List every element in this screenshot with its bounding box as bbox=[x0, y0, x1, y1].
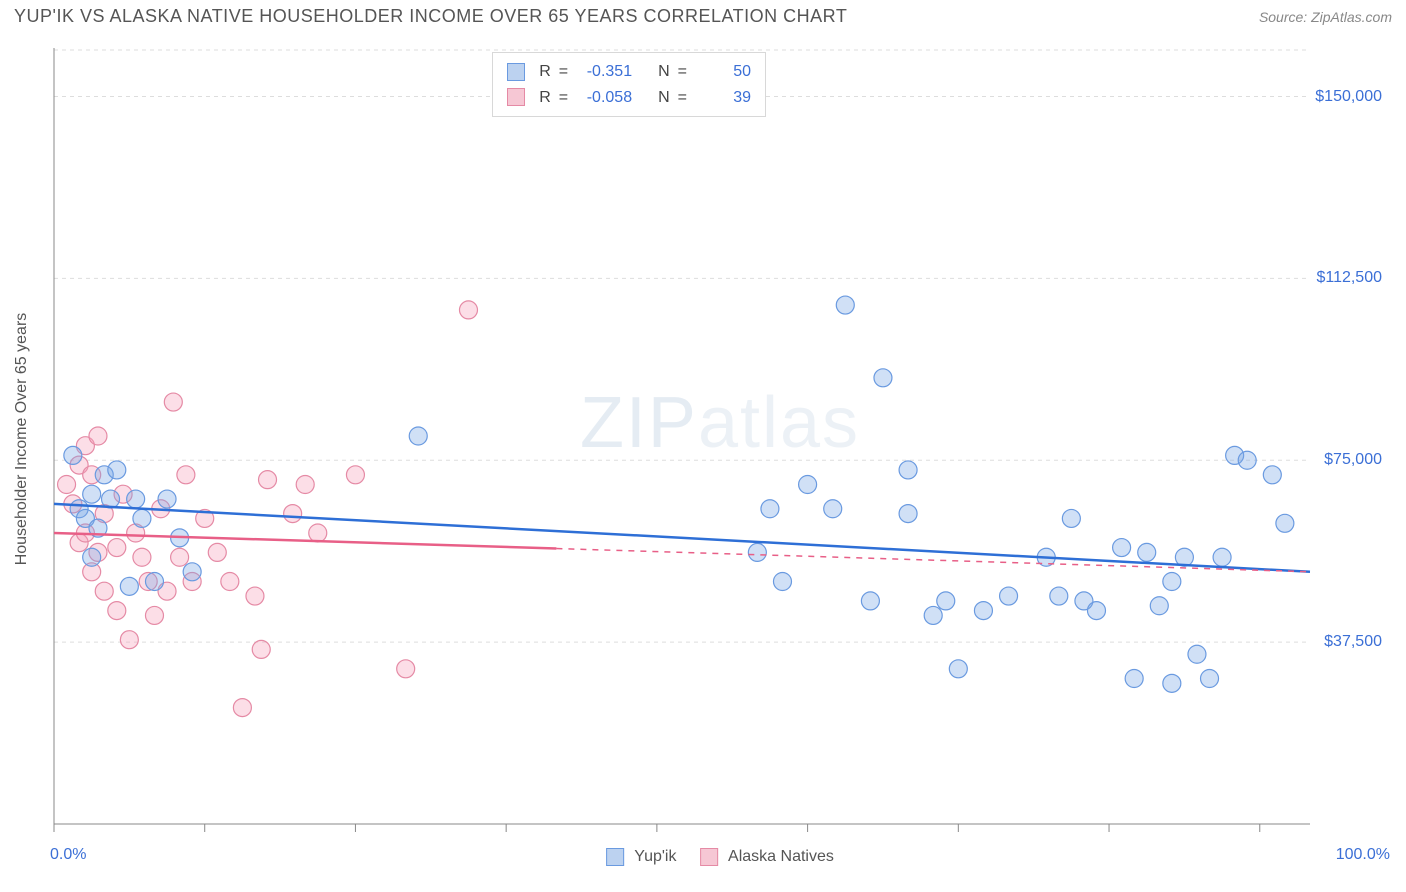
stats-row-alaska: R = -0.058 N = 39 bbox=[507, 85, 751, 111]
scatter-plot bbox=[50, 44, 1390, 834]
legend-label-alaska: Alaska Natives bbox=[728, 848, 834, 865]
x-axis-min-label: 0.0% bbox=[50, 846, 86, 864]
chart-source: Source: ZipAtlas.com bbox=[1259, 9, 1392, 25]
y-tick-label: $75,000 bbox=[1324, 451, 1382, 469]
legend: Yup'ik Alaska Natives bbox=[606, 848, 834, 866]
stats-n-alaska: 39 bbox=[695, 85, 751, 111]
stats-swatch-alaska bbox=[507, 88, 525, 106]
chart-title: YUP'IK VS ALASKA NATIVE HOUSEHOLDER INCO… bbox=[14, 6, 847, 27]
y-tick-label: $112,500 bbox=[1316, 269, 1382, 287]
chart-container: Householder Income Over 65 years ZIPatla… bbox=[50, 44, 1390, 834]
legend-label-yupik: Yup'ik bbox=[634, 848, 676, 865]
stats-eq: = bbox=[559, 85, 568, 111]
stats-eq: = bbox=[678, 85, 687, 111]
y-axis-label: Householder Income Over 65 years bbox=[13, 313, 31, 566]
stats-row-yupik: R = -0.351 N = 50 bbox=[507, 59, 751, 85]
legend-swatch-alaska bbox=[700, 848, 718, 866]
stats-n-yupik: 50 bbox=[695, 59, 751, 85]
correlation-stats-box: R = -0.351 N = 50 R = -0.058 N = 39 bbox=[492, 52, 766, 117]
legend-item-yupik: Yup'ik bbox=[606, 848, 676, 866]
stats-label-n: N bbox=[658, 59, 670, 85]
stats-r-yupik: -0.351 bbox=[576, 59, 632, 85]
stats-eq: = bbox=[559, 59, 568, 85]
chart-header: YUP'IK VS ALASKA NATIVE HOUSEHOLDER INCO… bbox=[0, 0, 1406, 29]
y-tick-label: $37,500 bbox=[1324, 633, 1382, 651]
stats-swatch-yupik bbox=[507, 63, 525, 81]
stats-label-n: N bbox=[658, 85, 670, 111]
legend-swatch-yupik bbox=[606, 848, 624, 866]
y-tick-label: $150,000 bbox=[1315, 88, 1382, 106]
stats-label-r: R bbox=[539, 85, 551, 111]
stats-label-r: R bbox=[539, 59, 551, 85]
stats-eq: = bbox=[678, 59, 687, 85]
stats-r-alaska: -0.058 bbox=[576, 85, 632, 111]
x-axis-max-label: 100.0% bbox=[1336, 846, 1390, 864]
legend-item-alaska: Alaska Natives bbox=[700, 848, 833, 866]
